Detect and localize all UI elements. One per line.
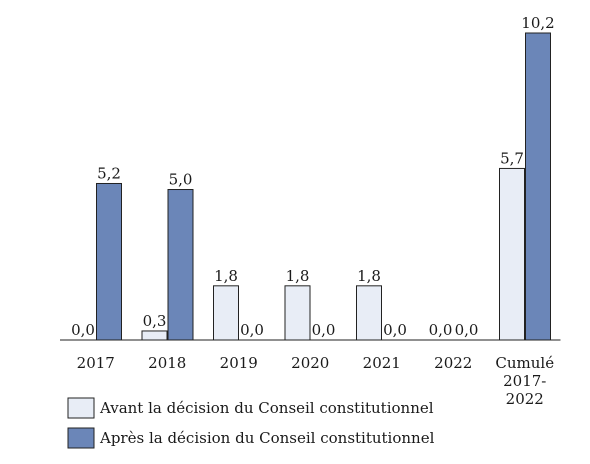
legend-swatch-avant [67,397,95,419]
legend: Avant la décision du Conseil constitutio… [67,397,435,449]
x-tick-label-5: 2022 [434,354,472,372]
x-tick-label-4: 2021 [363,354,401,372]
value-label-apres-1: 5,0 [169,171,193,189]
x-tick-label-1: 2018 [148,354,186,372]
value-label-apres-2: 0,0 [240,321,264,339]
bar-apres-1 [167,189,194,341]
value-labels-layer: 0,05,20,35,01,80,01,80,01,80,0 0,0 0,05,71… [71,14,555,339]
value-label-avant-3: 1,8 [286,267,310,285]
value-label-apres-0: 5,2 [97,164,121,182]
x-tick-label-3: 2020 [291,354,329,372]
value-label-avant-1: 0,3 [143,312,167,330]
value-label-avant-0: 0,0 [71,321,95,339]
x-tick-label-0: 2017 [77,354,115,372]
value-label-avant-2: 1,8 [214,267,238,285]
value-label-apres-5: 0,0 [455,321,479,339]
bar-avant-6 [499,167,525,341]
value-label-apres-6: 10,2 [521,14,554,32]
bar-avant-1 [141,330,168,341]
legend-label-avant: Avant la décision du Conseil constitutio… [99,399,434,417]
value-label-avant-4: 1,8 [357,267,381,285]
legend-label-apres: Après la décision du Conseil constitutio… [99,429,435,447]
x-tick-labels-layer: 2017 2018 2019 2020 2021 2022 Cumulé 2017-2022 [77,354,555,408]
bar-apres-6 [525,32,551,341]
bar-apres-0 [96,182,122,341]
value-label-apres-4: 0,0 [383,321,407,339]
bars-layer [96,32,551,341]
x-tick-label-6: Cumulé 2017-2022 [495,354,554,408]
legend-swatch-apres [67,427,95,449]
x-tick-label-2: 2019 [220,354,258,372]
bar-avant-4 [356,285,382,341]
value-label-apres-3: 0,0 [312,321,336,339]
value-label-avant-6: 5,7 [500,149,524,167]
bar-avant-3 [284,285,311,341]
value-label-avant-5: 0,0 [429,321,453,339]
bar-avant-2 [213,285,239,341]
